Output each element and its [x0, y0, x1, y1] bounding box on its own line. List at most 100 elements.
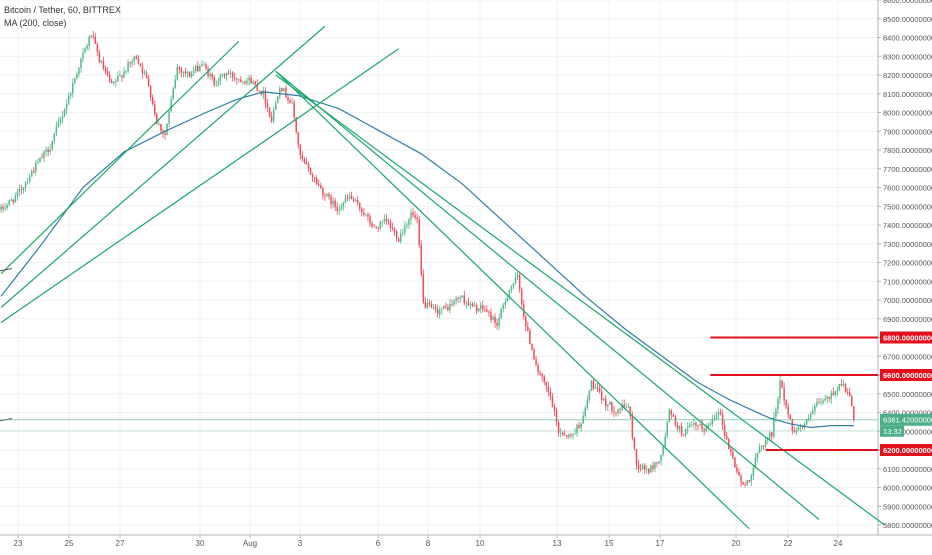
candle-body [621, 404, 623, 410]
candle-body [303, 158, 306, 163]
candle-body [414, 215, 416, 218]
candle-body [166, 123, 168, 135]
candle-body [205, 64, 207, 69]
candle-body [549, 391, 552, 397]
candle-body [203, 64, 205, 66]
candle-body [449, 304, 451, 311]
candle-body [572, 433, 574, 436]
candle-body [94, 36, 97, 44]
candle-body [535, 358, 537, 366]
candle-body [607, 404, 609, 407]
candle-body [453, 301, 455, 305]
candle-body [500, 308, 502, 319]
candle-body [213, 77, 215, 85]
trendline[interactable] [0, 40, 240, 275]
price-axis-bg [878, 0, 932, 550]
candle-body [88, 36, 90, 46]
level-price-tag[interactable] [880, 444, 932, 456]
candle-body [338, 209, 340, 211]
candle-body [287, 97, 289, 101]
candle-body [711, 419, 714, 425]
candle-body [438, 309, 441, 315]
candle-body [557, 421, 560, 433]
candle-body [31, 171, 33, 177]
candle-body [422, 274, 425, 303]
candle-body [467, 302, 470, 306]
candle-body [397, 238, 400, 242]
candle-body [779, 380, 781, 399]
candle-body [531, 343, 533, 350]
candle-body [313, 177, 316, 179]
candle-body [754, 458, 757, 468]
candle-body [352, 199, 355, 202]
candle-body [289, 100, 291, 103]
candle-body [141, 66, 144, 74]
candle-body [86, 45, 88, 49]
level-price-tag[interactable] [880, 331, 932, 344]
candle-body [264, 90, 267, 104]
candle-body [293, 102, 295, 118]
candle-body [221, 74, 224, 75]
candle-body [305, 162, 308, 165]
level-price-label: 6600.00000000 [883, 371, 932, 380]
level-price-tag[interactable] [880, 369, 932, 381]
trendline[interactable] [0, 48, 400, 323]
candle-body [613, 410, 615, 413]
candle-body [596, 387, 599, 389]
candle-body [580, 423, 582, 428]
candle-body [139, 63, 142, 67]
candle-body [666, 421, 668, 437]
candle-body [801, 426, 804, 428]
candle-body [475, 305, 478, 312]
candle-body [281, 88, 283, 91]
candle-body [744, 484, 746, 486]
trendline[interactable] [275, 70, 820, 520]
candle-body [356, 200, 359, 203]
y-tick-label: 8600.00000000 [883, 0, 932, 5]
candle-body [154, 104, 156, 115]
candle-body [463, 295, 466, 304]
candle-body [451, 304, 453, 305]
candle-body [393, 228, 396, 232]
candle-body [315, 178, 318, 185]
y-tick-label: 8100.00000000 [883, 90, 932, 99]
trendline[interactable] [0, 25, 326, 308]
candle-body [90, 35, 92, 37]
candle-body [547, 386, 550, 392]
price-levels[interactable] [0, 336, 878, 451]
candle-body [791, 419, 794, 431]
trendlines[interactable] [0, 25, 885, 530]
candle-body [834, 391, 837, 396]
x-tick-label: 8 [426, 539, 431, 548]
candle-body [256, 84, 258, 91]
candle-body [404, 226, 406, 233]
candle-body [207, 68, 209, 77]
candle-body [43, 151, 45, 159]
candle-body [215, 84, 217, 86]
candle-body [406, 224, 408, 227]
candle-body [12, 199, 15, 203]
candle-body [178, 67, 181, 69]
candle-body [72, 82, 74, 94]
candle-body [160, 124, 162, 131]
candle-body [55, 126, 58, 134]
candle-body [98, 51, 101, 63]
candle-body [129, 62, 131, 64]
level-price-label: 6200.00000000 [883, 446, 932, 455]
candle-body [658, 461, 660, 464]
candle-body [10, 199, 12, 201]
candle-body [436, 309, 439, 315]
candle-body [201, 64, 203, 67]
candle-body [766, 439, 769, 441]
candle-body [297, 132, 299, 145]
candle-body [777, 398, 779, 410]
trendline[interactable] [275, 70, 750, 530]
candle-body [291, 102, 293, 103]
candle-body [492, 316, 494, 321]
candle-body [506, 297, 509, 302]
y-tick-label: 6500.00000000 [883, 390, 932, 399]
candle-body [164, 133, 166, 135]
candle-body [529, 330, 531, 344]
